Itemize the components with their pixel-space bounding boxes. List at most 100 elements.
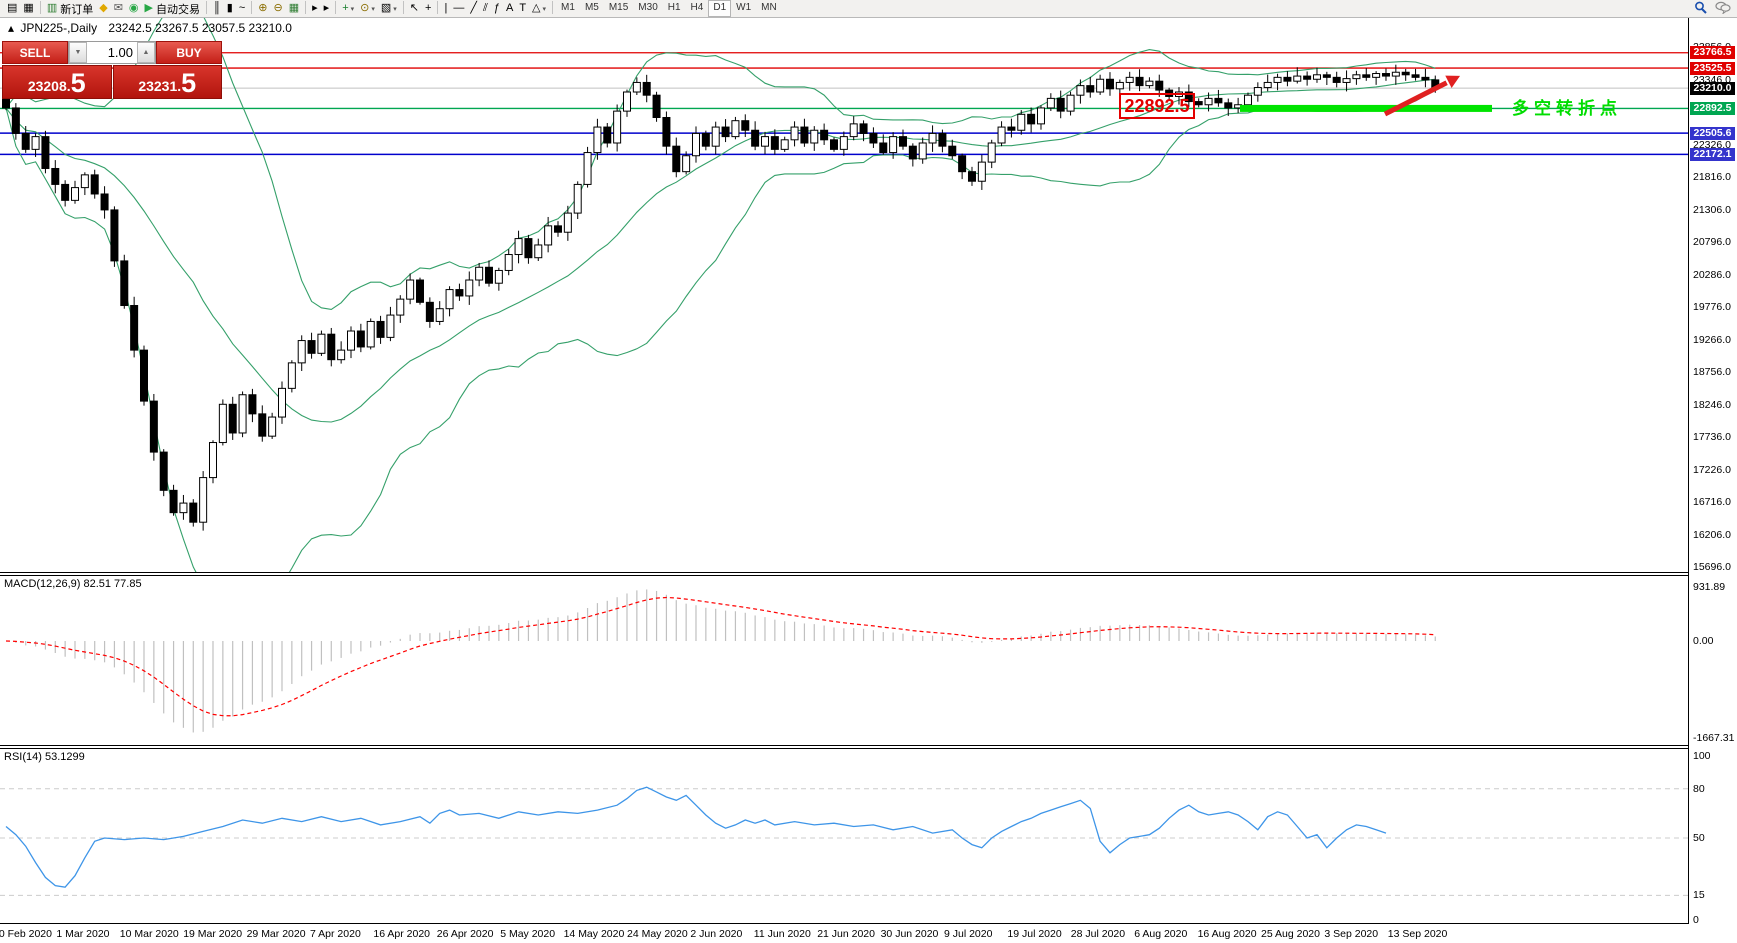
trendline-icon[interactable]: ╱ xyxy=(470,2,477,14)
price-axis-line xyxy=(1688,17,1689,924)
date-tick-label: 24 May 2020 xyxy=(627,928,688,940)
buy-price: 23231 xyxy=(138,78,178,94)
timeframe-w1[interactable]: W1 xyxy=(736,2,752,13)
date-tick-label: 2 Jun 2020 xyxy=(690,928,743,940)
date-tick-label: 26 Apr 2020 xyxy=(436,928,494,940)
new-chart-icon[interactable]: ▤ xyxy=(7,2,18,14)
buy-button[interactable]: BUY xyxy=(156,41,222,64)
time-axis-line xyxy=(0,923,1689,924)
macd-tick-label: 931.89 xyxy=(1693,581,1726,593)
zoom-in-icon[interactable]: ⊕ xyxy=(258,2,268,14)
date-tick-label: 30 Jun 2020 xyxy=(880,928,939,940)
bar-chart-icon[interactable]: ║ xyxy=(212,2,221,14)
rsi-indicator-label: RSI(14) 53.1299 xyxy=(4,751,85,763)
toolbar-separator xyxy=(39,1,41,14)
rsi-tick-label: 15 xyxy=(1693,889,1705,902)
date-tick-label: 19 Mar 2020 xyxy=(183,928,243,940)
timeframe-h4[interactable]: H4 xyxy=(690,2,704,13)
sell-price-button[interactable]: 23208. 5 xyxy=(2,65,112,99)
macd-tick-label: 0.00 xyxy=(1693,635,1714,647)
price-tick-label: 21816.0 xyxy=(1693,171,1731,184)
volume-down-button[interactable]: ▼ xyxy=(69,42,87,63)
macd-panel[interactable] xyxy=(0,576,1689,747)
date-tick-label: 16 Aug 2020 xyxy=(1197,928,1257,940)
price-tick-label: 18756.0 xyxy=(1693,366,1731,379)
toolbar-separator xyxy=(437,1,439,14)
timeframe-m1[interactable]: M1 xyxy=(561,2,575,13)
mailbox-icon[interactable]: ✉ xyxy=(113,2,123,14)
auto-scroll-icon[interactable]: ▸ xyxy=(312,2,318,14)
toolbar-separator xyxy=(335,1,337,14)
toolbar-right-group xyxy=(1694,1,1737,17)
price-tick-label: 18246.0 xyxy=(1693,398,1731,411)
price-tick-label: 17226.0 xyxy=(1693,463,1731,476)
line-chart-icon[interactable]: ~ xyxy=(238,2,246,14)
date-tick-label: 10 Mar 2020 xyxy=(119,928,179,940)
timeframe-mn[interactable]: MN xyxy=(761,2,777,13)
toolbar-separator xyxy=(205,1,207,14)
buy-price-button[interactable]: 23231. 5 xyxy=(112,65,222,99)
rsi-tick-label: 50 xyxy=(1693,832,1705,844)
package-icon[interactable]: ◆ xyxy=(99,2,108,14)
timeframe-m5[interactable]: M5 xyxy=(584,2,599,13)
date-tick-label: 11 Jun 2020 xyxy=(753,928,811,940)
signals-icon[interactable]: ◉ xyxy=(128,2,139,14)
add-indicator-icon[interactable]: + ▾ xyxy=(342,2,355,14)
text-icon[interactable]: A xyxy=(505,2,514,14)
price-level-badge: 22172.1 xyxy=(1690,147,1735,161)
date-tick-label: 5 May 2020 xyxy=(500,928,556,940)
toolbar: ▤ ▦ ▥ 新订单 ◆ ✉ ◉ ▶ 自动交易 ║ ▮ ~ ⊕ ⊖ ▦ ▸ ▸ + ▾ ⊙ ▾ ▧ ▾ ↖ + | — ╱ ⫽ ƒ A T △ ▾ … xyxy=(0,0,1737,18)
timeframe-h1[interactable]: H1 xyxy=(667,2,681,13)
chart-title: ▴ JPN225-,Daily 23242.5 23267.5 23057.5 … xyxy=(8,21,292,35)
tile-windows-icon[interactable]: ▦ xyxy=(288,2,300,14)
buy-price-dot: . xyxy=(177,78,182,94)
toolbar-separator xyxy=(305,1,307,14)
chat-icon[interactable] xyxy=(1715,1,1731,17)
price-tick-label: 19266.0 xyxy=(1693,333,1731,346)
toolbar-separator xyxy=(552,1,554,14)
rsi-panel[interactable] xyxy=(0,749,1689,924)
volume-up-button[interactable]: ▲ xyxy=(137,42,155,63)
price-level-badge: 22892.5 xyxy=(1690,101,1735,115)
date-tick-label: 21 Jun 2020 xyxy=(817,928,875,940)
new-order-icon[interactable]: ▥ 新订单 xyxy=(46,2,94,16)
price-tick-label: 15696.0 xyxy=(1693,561,1731,574)
sell-price-fraction: 5 xyxy=(70,68,86,98)
volume-input[interactable]: 1.00 xyxy=(87,42,137,63)
arrows-icon[interactable]: △ ▾ xyxy=(532,2,547,14)
main-chart[interactable] xyxy=(0,0,1689,573)
candlestick-icon[interactable]: ▮ xyxy=(226,2,233,14)
vline-icon[interactable]: | xyxy=(444,2,448,14)
timeframe-toolbar: M1 M5 M15 M30 H1 H4 D1 W1 MN xyxy=(556,0,782,17)
zoom-out-icon[interactable]: ⊖ xyxy=(273,2,283,14)
profiles-icon[interactable]: ▦ xyxy=(23,2,34,14)
date-tick-label: 13 Sep 2020 xyxy=(1387,928,1448,940)
periods-icon[interactable]: ⊙ ▾ xyxy=(360,2,375,14)
price-level-badge: 23525.5 xyxy=(1690,61,1735,75)
price-annotation-box[interactable]: 22892.5 xyxy=(1119,93,1195,119)
hline-icon[interactable]: — xyxy=(453,2,465,14)
cursor-icon[interactable]: ↖ xyxy=(409,2,420,14)
crosshair-icon[interactable]: + xyxy=(425,2,432,14)
fibonacci-icon[interactable]: ƒ xyxy=(493,2,500,14)
timeframe-m15[interactable]: M15 xyxy=(608,2,629,13)
templates-icon[interactable]: ▧ ▾ xyxy=(380,2,397,14)
equidistant-channel-icon[interactable]: ⫽ xyxy=(482,2,488,14)
buy-price-fraction: 5 xyxy=(181,68,197,98)
chart-shift-icon[interactable]: ▸ xyxy=(323,2,330,14)
price-tick-label: 20286.0 xyxy=(1693,268,1731,281)
turning-point-label: 多空转折点 xyxy=(1512,99,1622,118)
price-axis[interactable]: 23856.023346.022836.022326.021816.021306… xyxy=(1689,17,1737,943)
autotrade-icon[interactable]: ▶ 自动交易 xyxy=(144,2,200,16)
rsi-tick-label: 100 xyxy=(1693,750,1711,762)
search-icon[interactable] xyxy=(1694,1,1707,17)
main-macd-separator[interactable] xyxy=(0,572,1689,576)
label-icon[interactable]: T xyxy=(519,2,527,14)
price-level-badge: 22505.6 xyxy=(1690,126,1735,140)
date-tick-label: 7 Apr 2020 xyxy=(310,928,361,940)
sell-button[interactable]: SELL xyxy=(2,41,68,64)
timeframe-m30[interactable]: M30 xyxy=(638,2,658,13)
chart-marker-icon: ▴ xyxy=(8,21,15,35)
timeframe-d1[interactable]: D1 xyxy=(708,0,732,17)
macd-rsi-separator[interactable] xyxy=(0,745,1689,749)
